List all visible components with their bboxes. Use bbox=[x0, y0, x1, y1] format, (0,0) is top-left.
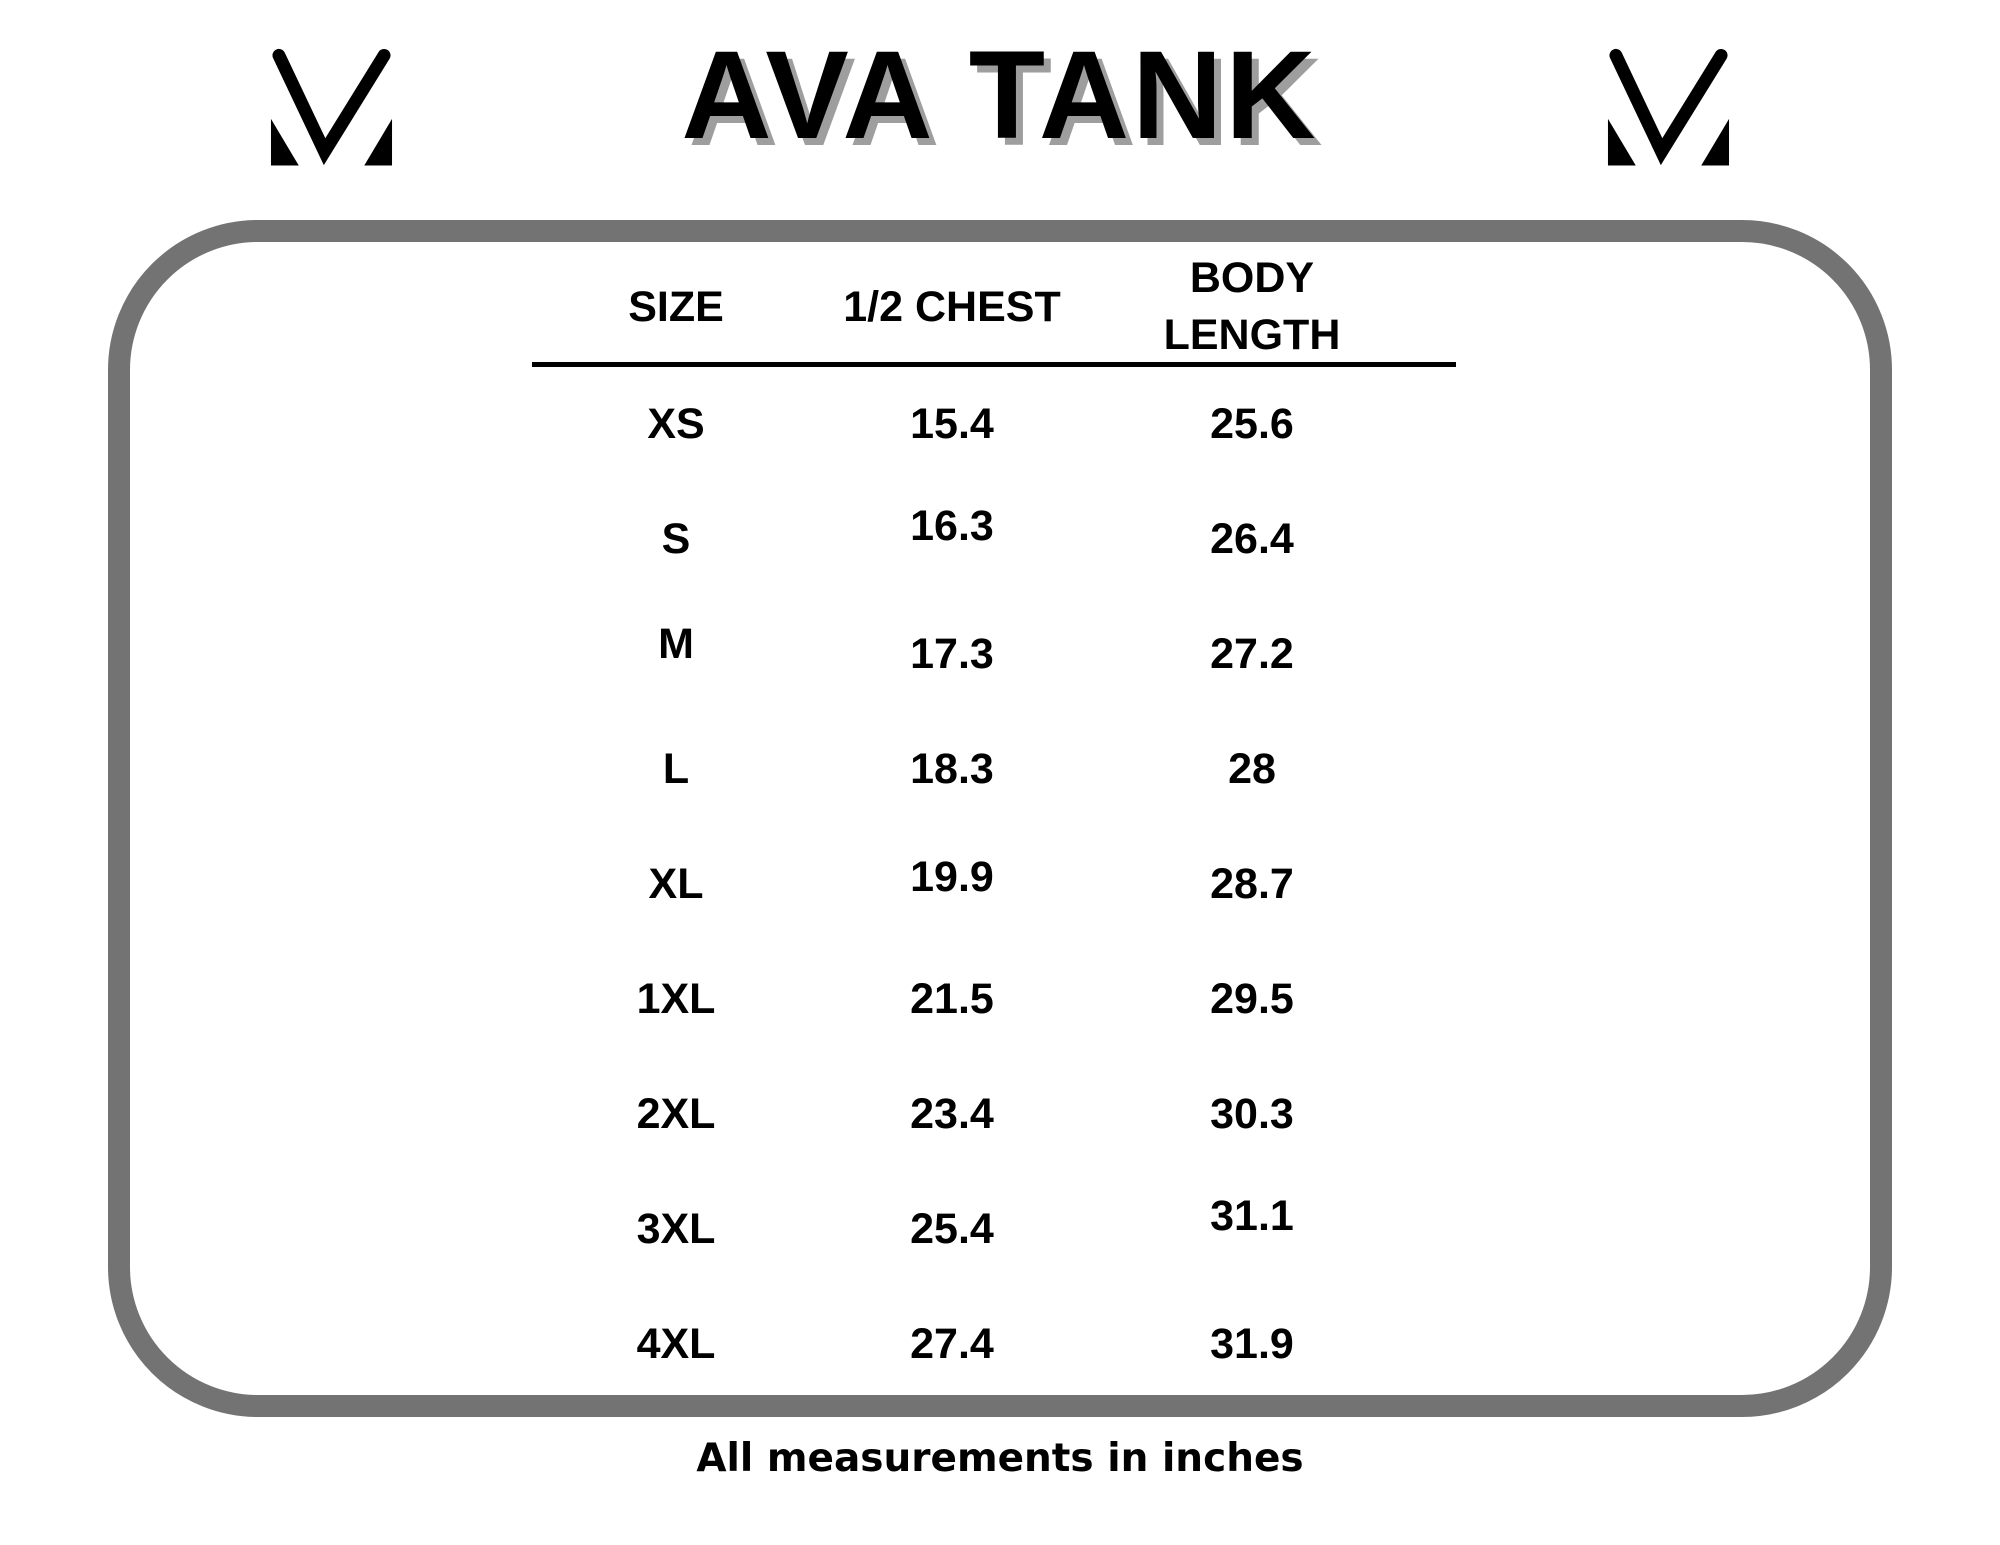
table-row: S 16.3 26.4 bbox=[532, 482, 1420, 597]
cell-body-length: 28.7 bbox=[1210, 860, 1294, 908]
measurements-note: All measurements in inches bbox=[696, 1436, 1304, 1481]
cell-size: 2XL bbox=[636, 1090, 716, 1138]
cell-size: L bbox=[662, 745, 690, 793]
cell-body-length: 27.2 bbox=[1210, 630, 1294, 678]
table-row: M 17.3 27.2 bbox=[532, 597, 1420, 712]
table-row: 1XL 21.5 29.5 bbox=[532, 942, 1420, 1057]
table-header-row: SIZE 1/2 CHEST BODY LENGTH bbox=[532, 246, 1420, 368]
mv-monogram-icon bbox=[1607, 48, 1730, 166]
cell-body-length: 30.3 bbox=[1210, 1090, 1294, 1138]
cell-half-chest: 15.4 bbox=[910, 400, 994, 448]
size-chart-frame bbox=[108, 220, 1892, 1417]
cell-body-length: 25.6 bbox=[1210, 400, 1294, 448]
cell-size: M bbox=[658, 620, 694, 668]
cell-size: S bbox=[661, 515, 691, 563]
table-row: 2XL 23.4 30.3 bbox=[532, 1057, 1420, 1172]
page-title: AVA TANK bbox=[681, 26, 1319, 165]
cell-half-chest: 17.3 bbox=[910, 630, 994, 678]
cell-size: 4XL bbox=[636, 1320, 716, 1368]
column-header-body-length-label: BODY LENGTH bbox=[1163, 254, 1341, 359]
header-divider-line bbox=[532, 362, 1456, 367]
mv-monogram-icon bbox=[270, 48, 393, 166]
column-header-half-chest-label: 1/2 CHEST bbox=[843, 282, 1061, 331]
cell-half-chest: 18.3 bbox=[910, 745, 994, 793]
cell-half-chest: 16.3 bbox=[910, 502, 994, 550]
cell-size: XS bbox=[647, 400, 705, 448]
cell-body-length: 31.9 bbox=[1210, 1320, 1294, 1368]
column-header-size: SIZE bbox=[532, 279, 820, 336]
cell-half-chest: 27.4 bbox=[910, 1320, 994, 1368]
cell-half-chest: 21.5 bbox=[910, 975, 994, 1023]
brand-logo-right bbox=[1605, 47, 1732, 167]
cell-body-length: 28 bbox=[1228, 745, 1276, 793]
table-row: L 18.3 28 bbox=[532, 712, 1420, 827]
cell-half-chest: 19.9 bbox=[910, 853, 994, 901]
table-row: 4XL 27.4 31.9 bbox=[532, 1287, 1420, 1402]
column-header-size-label: SIZE bbox=[628, 282, 724, 331]
cell-body-length: 26.4 bbox=[1210, 515, 1294, 563]
size-table-body: XS 15.4 25.6 S 16.3 26.4 M 17.3 27.2 L 1… bbox=[532, 367, 1420, 1402]
cell-body-length: 29.5 bbox=[1210, 975, 1294, 1023]
brand-logo-left bbox=[268, 47, 395, 167]
cell-half-chest: 23.4 bbox=[910, 1090, 994, 1138]
table-row: XL 19.9 28.7 bbox=[532, 827, 1420, 942]
cell-half-chest: 25.4 bbox=[910, 1205, 994, 1253]
column-header-half-chest: 1/2 CHEST bbox=[820, 279, 1084, 336]
cell-size: 1XL bbox=[636, 975, 716, 1023]
table-row: 3XL 25.4 31.1 bbox=[532, 1172, 1420, 1287]
cell-size: XL bbox=[648, 860, 704, 908]
cell-body-length: 31.1 bbox=[1210, 1192, 1294, 1240]
cell-size: 3XL bbox=[636, 1205, 716, 1253]
column-header-body-length: BODY LENGTH bbox=[1084, 250, 1420, 364]
table-row: XS 15.4 25.6 bbox=[532, 367, 1420, 482]
